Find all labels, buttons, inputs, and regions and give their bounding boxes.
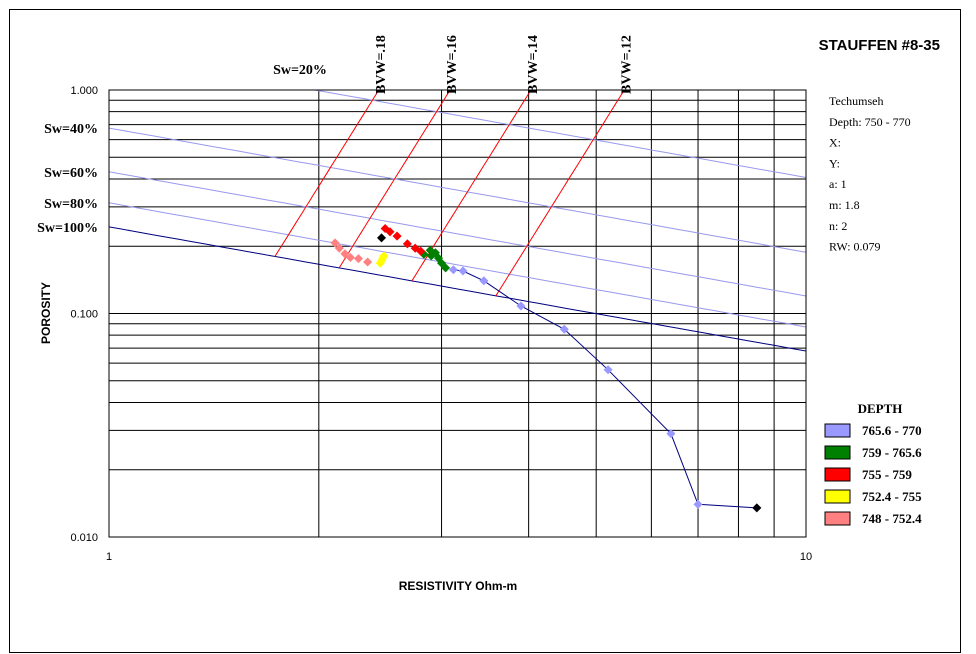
legend-label: 765.6 - 770 <box>862 423 922 438</box>
info-line: m: 1.8 <box>829 198 860 212</box>
legend-swatch <box>824 489 851 504</box>
data-point <box>402 239 412 249</box>
y-tick-label: 1.000 <box>70 85 98 97</box>
chart-title: STAUFFEN #8-35 <box>819 37 940 54</box>
data-series <box>330 223 762 513</box>
bvw-label: BVW=.14 <box>526 35 541 94</box>
x-tick-label: 1 <box>106 551 112 563</box>
reference-lines <box>109 90 806 352</box>
data-point <box>441 263 451 273</box>
data-point <box>426 251 436 261</box>
legend-title: DEPTH <box>858 401 903 416</box>
info-line: Techumseh <box>829 94 883 108</box>
info-line: Depth: 750 - 770 <box>829 115 911 129</box>
legend-label: 755 - 759 <box>862 467 912 482</box>
y-tick-label: 0.100 <box>70 309 98 321</box>
legend-swatch <box>824 445 851 460</box>
info-line: X: <box>829 136 841 150</box>
x-tick-label: 10 <box>800 551 812 563</box>
x-axis-label: RESISTIVITY Ohm-m <box>399 579 517 593</box>
axes: STAUFFEN #8-35 RESISTIVITY Ohm-m POROSIT… <box>39 37 940 593</box>
data-point <box>458 266 468 276</box>
y-axis-label: POROSITY <box>39 282 53 344</box>
info-line: RW: 0.079 <box>829 240 881 254</box>
info-line: Y: <box>829 156 840 170</box>
bvw-label: BVW=.12 <box>619 35 634 94</box>
data-point <box>334 243 344 253</box>
bvw-label: BVW=.16 <box>445 35 460 94</box>
legend-swatch <box>824 511 851 526</box>
data-point <box>392 231 402 241</box>
data-point <box>340 249 350 259</box>
parameter-info: Techumseh Depth: 750 - 770 X: Y: a: 1 m: 1.8 n… <box>829 94 911 254</box>
legend-label: 748 - 752.4 <box>862 511 922 526</box>
data-point <box>559 324 569 334</box>
legend-swatch <box>824 423 851 438</box>
sw-line <box>109 171 806 297</box>
sw-line <box>311 90 806 178</box>
sw-line <box>109 202 806 328</box>
data-point <box>379 251 389 261</box>
chart-frame <box>9 9 961 653</box>
legend-swatch <box>824 467 851 482</box>
bvw-line <box>495 90 625 297</box>
line-labels: Sw=20% Sw=40% Sw=60% Sw=80% Sw=100% BVW=.18 BV… <box>37 35 634 236</box>
data-point <box>752 503 762 513</box>
data-point <box>666 429 676 439</box>
data-point <box>376 233 387 243</box>
info-line: a: 1 <box>829 177 847 191</box>
grid <box>108 90 806 538</box>
plot-area-border <box>108 89 807 538</box>
bvw-line <box>274 90 380 257</box>
sw-label: Sw=60% <box>44 166 98 181</box>
y-tick-label: 0.010 <box>70 532 98 544</box>
data-point <box>385 227 395 237</box>
data-point <box>693 499 703 509</box>
data-point <box>603 365 613 375</box>
sw-line <box>109 226 806 352</box>
series-line <box>453 269 757 509</box>
data-point <box>363 257 373 267</box>
data-point <box>516 301 526 311</box>
legend-label: 752.4 - 755 <box>862 489 922 504</box>
legend-label: 759 - 765.6 <box>862 445 922 460</box>
data-point <box>353 254 363 264</box>
sw-line <box>109 127 806 253</box>
sw-label: Sw=100% <box>37 221 98 236</box>
bvw-line <box>338 90 451 269</box>
sw-label: Sw=20% <box>273 63 327 78</box>
legend: DEPTH 765.6 - 770 759 - 765.6 755 - 759 752… <box>824 401 922 526</box>
data-point <box>479 276 489 286</box>
sw-label: Sw=80% <box>44 197 98 212</box>
info-line: n: 2 <box>829 219 847 233</box>
data-point <box>448 265 458 275</box>
sw-label: Sw=40% <box>44 122 98 137</box>
bvw-label: BVW=.18 <box>374 35 389 94</box>
